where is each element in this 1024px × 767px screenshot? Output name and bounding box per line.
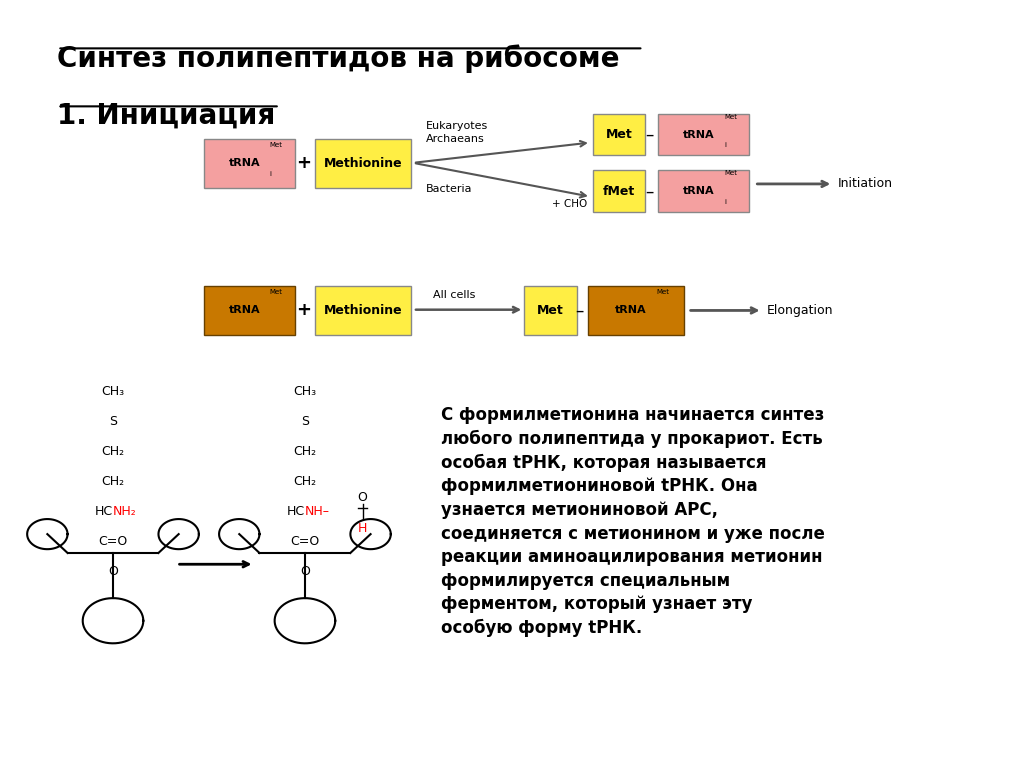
- FancyBboxPatch shape: [658, 170, 750, 212]
- FancyBboxPatch shape: [204, 285, 295, 334]
- Text: i: i: [724, 142, 726, 148]
- Text: tRNA: tRNA: [228, 158, 260, 168]
- Text: Bacteria: Bacteria: [426, 184, 473, 194]
- Text: tRNA: tRNA: [683, 186, 715, 196]
- Text: HC: HC: [287, 505, 305, 518]
- Text: Met: Met: [269, 289, 283, 295]
- Text: tRNA: tRNA: [614, 305, 646, 315]
- Text: С формилметионина начинается синтез
любого полипептида у прокариот. Есть
особая : С формилметионина начинается синтез любо…: [441, 406, 825, 637]
- Text: –: –: [575, 301, 584, 319]
- Text: Methionine: Methionine: [324, 156, 402, 170]
- Text: CH₃: CH₃: [293, 384, 316, 397]
- FancyBboxPatch shape: [593, 114, 645, 155]
- Text: tRNA: tRNA: [683, 130, 715, 140]
- Text: Met: Met: [656, 289, 669, 295]
- FancyBboxPatch shape: [204, 139, 295, 188]
- Text: NH₂: NH₂: [113, 505, 137, 518]
- Text: S: S: [301, 415, 309, 428]
- Text: Eukaryotes: Eukaryotes: [426, 121, 488, 131]
- FancyBboxPatch shape: [315, 139, 411, 188]
- Text: +: +: [296, 154, 311, 172]
- Text: All cells: All cells: [433, 291, 475, 301]
- Text: Met: Met: [606, 128, 633, 141]
- FancyBboxPatch shape: [588, 285, 684, 334]
- Text: –: –: [645, 183, 653, 200]
- FancyBboxPatch shape: [593, 170, 645, 212]
- Text: H: H: [357, 522, 368, 535]
- Text: CH₃: CH₃: [101, 384, 125, 397]
- Text: fMet: fMet: [603, 185, 635, 198]
- Text: S: S: [109, 415, 117, 428]
- Text: Met: Met: [269, 142, 283, 148]
- Text: Initiation: Initiation: [838, 177, 892, 190]
- Text: + CHO: + CHO: [552, 199, 588, 209]
- Text: –: –: [645, 126, 653, 144]
- Text: i: i: [724, 199, 726, 205]
- FancyBboxPatch shape: [315, 285, 411, 334]
- Text: Methionine: Methionine: [324, 304, 402, 317]
- Text: CH₂: CH₂: [101, 475, 125, 488]
- Text: Met: Met: [724, 170, 737, 176]
- FancyBboxPatch shape: [658, 114, 750, 155]
- FancyBboxPatch shape: [524, 285, 577, 334]
- Text: Archaeans: Archaeans: [426, 134, 485, 144]
- Text: Met: Met: [724, 114, 737, 120]
- Text: Синтез полипептидов на рибосоме: Синтез полипептидов на рибосоме: [57, 44, 620, 73]
- Text: C=O: C=O: [290, 535, 319, 548]
- Text: O: O: [109, 565, 118, 578]
- Text: CH₂: CH₂: [293, 475, 316, 488]
- Text: tRNA: tRNA: [228, 305, 260, 315]
- Text: CH₂: CH₂: [101, 445, 125, 458]
- Text: O: O: [300, 565, 310, 578]
- Text: 1. Инициация: 1. Инициация: [57, 101, 275, 129]
- Text: i: i: [269, 171, 271, 176]
- Text: Elongation: Elongation: [767, 304, 834, 317]
- Text: +: +: [296, 301, 311, 319]
- Text: HC: HC: [95, 505, 113, 518]
- Text: C=O: C=O: [98, 535, 128, 548]
- Text: CH₂: CH₂: [293, 445, 316, 458]
- Text: O: O: [357, 492, 368, 505]
- Text: NH–: NH–: [305, 505, 330, 518]
- Text: Met: Met: [537, 304, 564, 317]
